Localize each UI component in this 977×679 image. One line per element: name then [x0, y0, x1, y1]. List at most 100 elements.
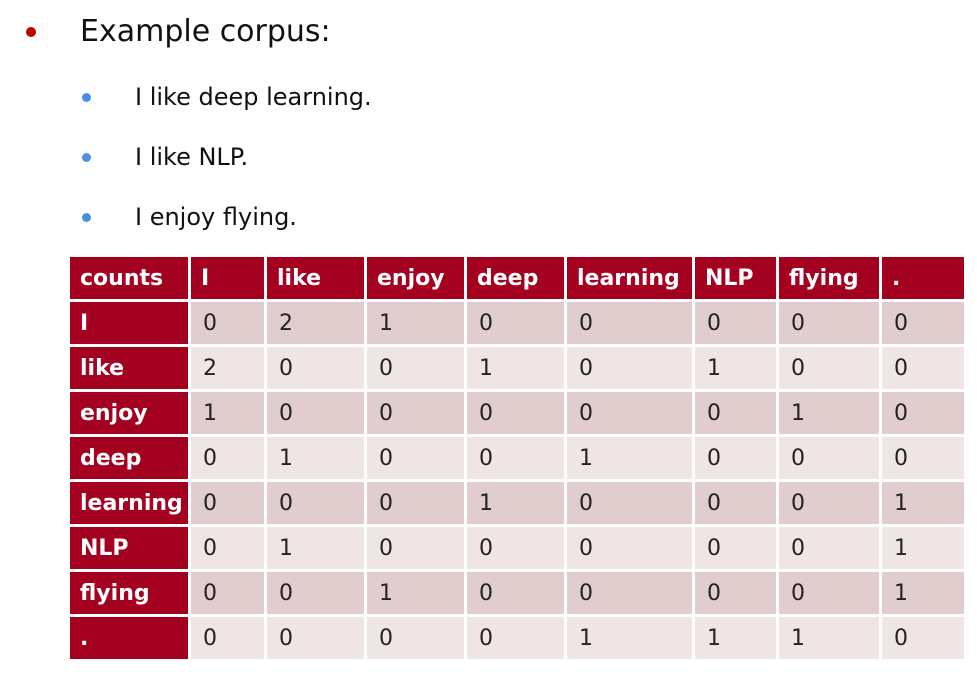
count-cell: 0: [695, 527, 776, 569]
main-heading: Example corpus:: [80, 14, 331, 49]
count-cell: 0: [882, 437, 964, 479]
count-cell: 0: [779, 572, 879, 614]
sentence-item-2: I like NLP.: [82, 144, 248, 170]
table-row: deep 0 1 0 0 1 0 0 0: [70, 437, 964, 479]
count-cell: 0: [267, 617, 364, 659]
row-header: .: [70, 617, 188, 659]
count-cell: 0: [567, 482, 692, 524]
corner-header: counts: [70, 257, 188, 299]
count-cell: 1: [267, 527, 364, 569]
sentence-item-1: I like deep learning.: [82, 84, 372, 110]
count-cell: 0: [567, 347, 692, 389]
count-cell: 1: [779, 617, 879, 659]
count-cell: 0: [467, 392, 564, 434]
sentence-item-3: I enjoy flying.: [82, 204, 297, 230]
count-cell: 0: [882, 302, 964, 344]
count-cell: 1: [695, 617, 776, 659]
count-cell: 0: [467, 617, 564, 659]
count-cell: 0: [567, 527, 692, 569]
count-cell: 0: [191, 572, 264, 614]
table-row: NLP 0 1 0 0 0 0 0 1: [70, 527, 964, 569]
column-header: flying: [779, 257, 879, 299]
table-header-row: counts I like enjoy deep learning NLP fl…: [70, 257, 964, 299]
count-cell: 0: [267, 482, 364, 524]
count-cell: 1: [467, 482, 564, 524]
count-cell: 0: [191, 527, 264, 569]
column-header: deep: [467, 257, 564, 299]
count-cell: 0: [367, 347, 464, 389]
count-cell: 1: [695, 347, 776, 389]
column-header: NLP: [695, 257, 776, 299]
count-cell: 1: [367, 572, 464, 614]
count-cell: 0: [467, 527, 564, 569]
count-cell: 0: [367, 482, 464, 524]
row-header: learning: [70, 482, 188, 524]
count-cell: 0: [567, 302, 692, 344]
count-cell: 1: [567, 437, 692, 479]
count-cell: 0: [267, 347, 364, 389]
sentence-text: I like deep learning.: [135, 83, 372, 111]
count-cell: 0: [567, 572, 692, 614]
count-cell: 0: [695, 482, 776, 524]
count-cell: 0: [695, 302, 776, 344]
count-cell: 0: [367, 437, 464, 479]
count-cell: 0: [191, 302, 264, 344]
row-header: flying: [70, 572, 188, 614]
count-cell: 0: [467, 437, 564, 479]
count-cell: 0: [191, 437, 264, 479]
column-header: learning: [567, 257, 692, 299]
count-cell: 0: [567, 392, 692, 434]
count-cell: 0: [779, 302, 879, 344]
count-cell: 0: [191, 482, 264, 524]
count-cell: 1: [367, 302, 464, 344]
count-cell: 0: [467, 572, 564, 614]
count-cell: 2: [267, 302, 364, 344]
count-cell: 0: [467, 302, 564, 344]
count-cell: 0: [779, 437, 879, 479]
row-header: NLP: [70, 527, 188, 569]
count-cell: 0: [367, 527, 464, 569]
count-cell: 0: [367, 617, 464, 659]
count-cell: 0: [695, 572, 776, 614]
sentence-text: I enjoy flying.: [135, 203, 297, 231]
column-header: enjoy: [367, 257, 464, 299]
count-cell: 0: [695, 392, 776, 434]
table-row: like 2 0 0 1 0 1 0 0: [70, 347, 964, 389]
count-cell: 0: [779, 482, 879, 524]
count-cell: 0: [882, 392, 964, 434]
table-body: I 0 2 1 0 0 0 0 0 like 2 0 0 1 0 1 0 0 enjoy 1 0 0 0 0 0 1 0 deep 0 1…: [70, 302, 964, 659]
sentence-text: I like NLP.: [135, 143, 249, 171]
cooccurrence-table: counts I like enjoy deep learning NLP fl…: [67, 254, 967, 662]
row-header: deep: [70, 437, 188, 479]
bullet-dot-icon: [26, 27, 36, 37]
row-header: like: [70, 347, 188, 389]
table-row: enjoy 1 0 0 0 0 0 1 0: [70, 392, 964, 434]
count-cell: 0: [267, 572, 364, 614]
main-bullet: Example corpus:: [26, 17, 331, 47]
row-header: enjoy: [70, 392, 188, 434]
column-header: like: [267, 257, 364, 299]
count-cell: 0: [695, 437, 776, 479]
count-cell: 0: [882, 347, 964, 389]
count-cell: 1: [267, 437, 364, 479]
count-cell: 0: [779, 527, 879, 569]
table-row: learning 0 0 0 1 0 0 0 1: [70, 482, 964, 524]
column-header: I: [191, 257, 264, 299]
count-cell: 1: [467, 347, 564, 389]
bullet-dot-icon: [82, 152, 91, 162]
count-cell: 0: [779, 347, 879, 389]
count-cell: 0: [191, 617, 264, 659]
count-cell: 0: [882, 617, 964, 659]
count-cell: 1: [882, 527, 964, 569]
table-row: flying 0 0 1 0 0 0 0 1: [70, 572, 964, 614]
count-cell: 0: [367, 392, 464, 434]
bullet-dot-icon: [82, 92, 91, 102]
row-header: I: [70, 302, 188, 344]
count-cell: 0: [267, 392, 364, 434]
count-cell: 1: [191, 392, 264, 434]
count-cell: 1: [567, 617, 692, 659]
count-cell: 2: [191, 347, 264, 389]
count-cell: 1: [779, 392, 879, 434]
